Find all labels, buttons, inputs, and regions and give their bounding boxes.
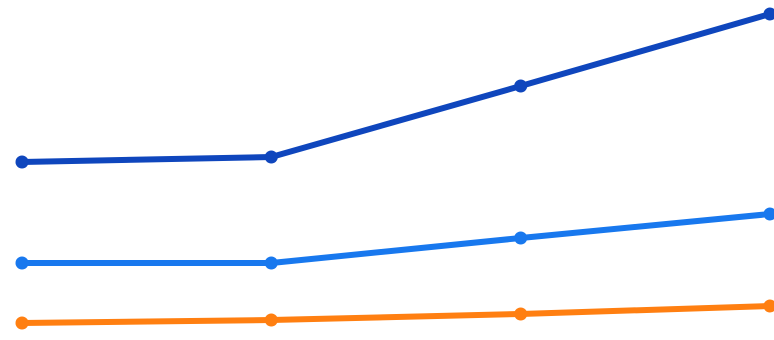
- series-3-point-1: [15, 316, 29, 330]
- series-3-point-2: [264, 313, 278, 327]
- series-layer: [15, 7, 774, 330]
- series-1: [15, 7, 774, 169]
- series-2-point-4: [763, 207, 774, 221]
- series-1-point-2: [264, 150, 278, 164]
- series-2-line: [19, 211, 773, 266]
- series-1-point-1: [15, 155, 29, 169]
- series-2: [15, 207, 774, 270]
- series-1-point-3: [514, 79, 528, 93]
- series-1-point-4: [763, 7, 774, 21]
- series-2-point-3: [514, 231, 528, 245]
- series-3-point-3: [514, 307, 528, 321]
- series-3-point-4: [763, 299, 774, 313]
- series-3: [15, 299, 774, 330]
- series-2-point-2: [264, 256, 278, 270]
- series-2-point-1: [15, 256, 29, 270]
- series-3-line: [19, 303, 773, 326]
- series-1-line: [19, 11, 773, 165]
